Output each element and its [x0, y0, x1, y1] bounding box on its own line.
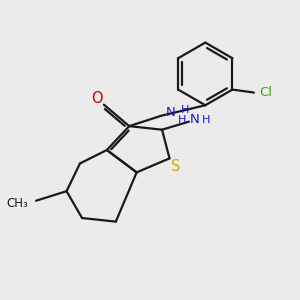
Text: O: O [92, 91, 103, 106]
Text: Cl: Cl [259, 86, 272, 99]
Text: H: H [181, 105, 190, 115]
Text: N: N [166, 106, 176, 119]
Text: CH₃: CH₃ [6, 196, 28, 210]
Text: H: H [178, 115, 186, 124]
Text: N: N [190, 113, 200, 126]
Text: S: S [171, 159, 181, 174]
Text: H: H [202, 115, 210, 125]
